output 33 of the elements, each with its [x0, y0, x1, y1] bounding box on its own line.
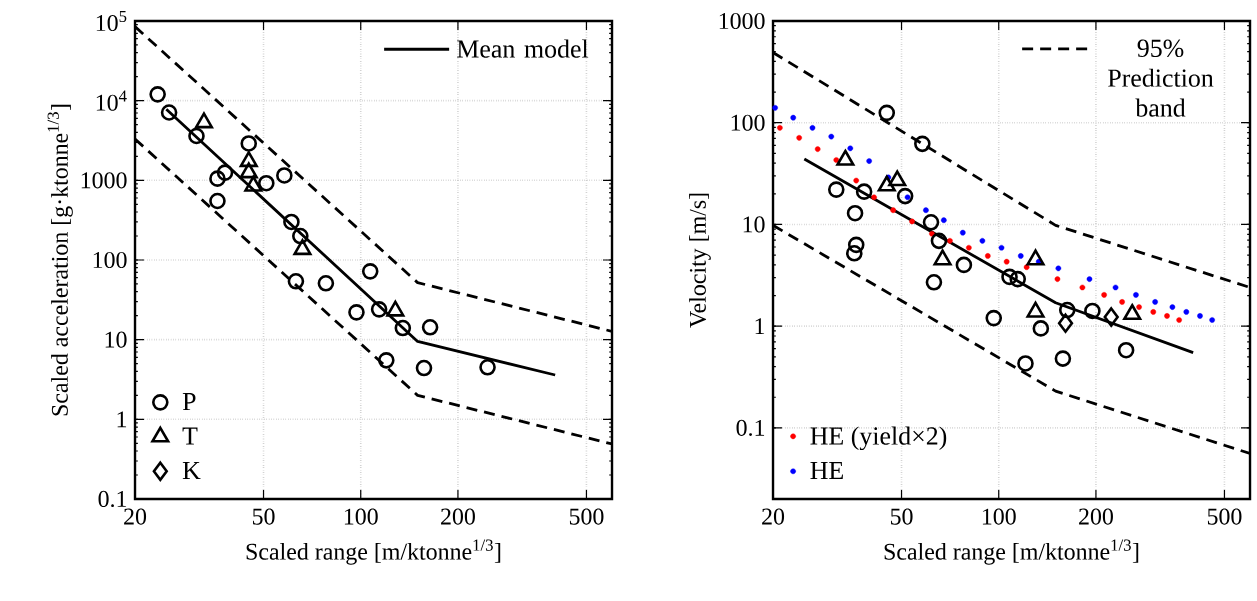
y-tick-label: 10$^{5}$	[96, 10, 127, 32]
legend-label: P	[182, 393, 196, 411]
y-tick-label: 1000	[719, 12, 765, 30]
y-axis-title: Velocity [m/s]	[689, 193, 711, 328]
y-tick-label: 0.1	[736, 419, 765, 437]
y-tick-label: 0.1	[98, 490, 127, 508]
x-tick-label: 100	[982, 508, 1016, 525]
x-tick-label: 200	[441, 508, 475, 525]
legend-label: 95% Prediction band	[1108, 39, 1214, 117]
y-tick-label: 10$^{4}$	[96, 90, 127, 111]
y-tick-label: 10	[105, 331, 127, 348]
x-tick-label: 20	[124, 508, 147, 525]
y-tick-label: 10	[743, 216, 765, 233]
y-tick-label: 1000	[81, 172, 127, 189]
x-tick-label: 200	[1079, 508, 1113, 525]
legend-label: HE (yield×2)	[810, 426, 947, 451]
y-tick-label: 100	[731, 114, 765, 131]
x-tick-label: 500	[1207, 508, 1242, 525]
x-tick-label: 20	[762, 508, 785, 525]
y-tick-label: 1	[117, 411, 127, 428]
legend-label: Mean model	[457, 39, 589, 58]
y-tick-label: 100	[93, 251, 127, 269]
legend-label: HE	[810, 462, 843, 479]
x-axis-title: Scaled range [m/ktonne$^{1/3}$]	[884, 539, 1139, 565]
legend-label: T	[182, 427, 198, 445]
y-axis-title: Scaled acceleration [g·ktonne$^{1/3}$]	[47, 104, 73, 416]
x-tick-label: 50	[890, 508, 913, 525]
x-tick-label: 500	[569, 508, 604, 525]
y-tick-label: 1	[755, 318, 765, 335]
x-tick-label: 100	[344, 508, 378, 525]
x-tick-label: 50	[252, 508, 275, 525]
x-axis-title: Scaled range [m/ktonne$^{1/3}$]	[246, 539, 501, 565]
legend-label: K	[182, 462, 201, 479]
